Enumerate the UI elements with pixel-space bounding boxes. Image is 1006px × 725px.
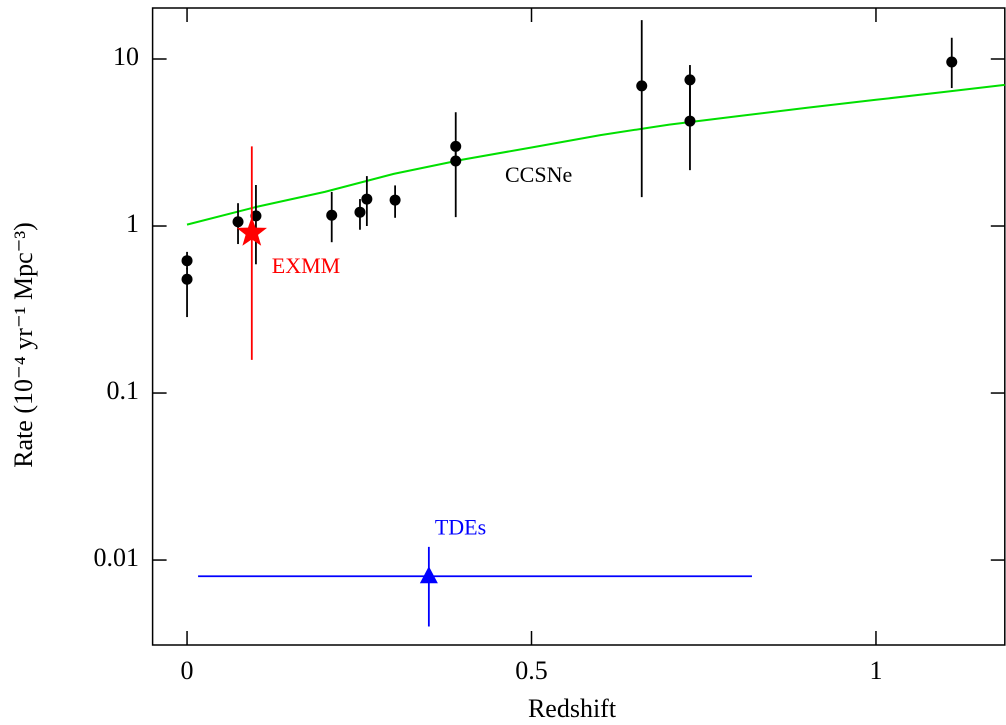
point-marker [232,216,244,228]
point-marker [684,115,696,127]
point-marker [636,80,648,92]
plot-frame [151,7,1006,646]
point-marker [354,206,366,218]
point-marker [946,56,958,68]
series-label: EXMM [272,253,340,278]
series-label: TDEs [435,514,486,539]
x-tick-label: 1 [869,656,882,685]
point-marker [389,194,401,206]
point-marker [326,209,338,221]
point-marker [361,193,373,205]
series-label: CCSNe [505,162,572,187]
x-tick-label: 0 [181,656,194,685]
point-marker [181,255,193,267]
x-tick-label: 0.5 [515,656,548,685]
y-tick-label: 0.01 [94,543,140,572]
y-tick-label: 0.1 [107,376,140,405]
point-marker [250,210,262,222]
star-marker [236,216,267,246]
y-tick-label: 10 [113,42,139,71]
x-axis-label: Redshift [528,694,617,723]
y-tick-label: 1 [126,209,139,238]
triangle-marker [419,566,438,584]
y-axis-label: Rate (10⁻⁴ yr⁻¹ Mpc⁻³) [9,222,38,468]
model-curve [186,83,1005,226]
point-marker [450,155,462,167]
point-marker [181,273,193,285]
